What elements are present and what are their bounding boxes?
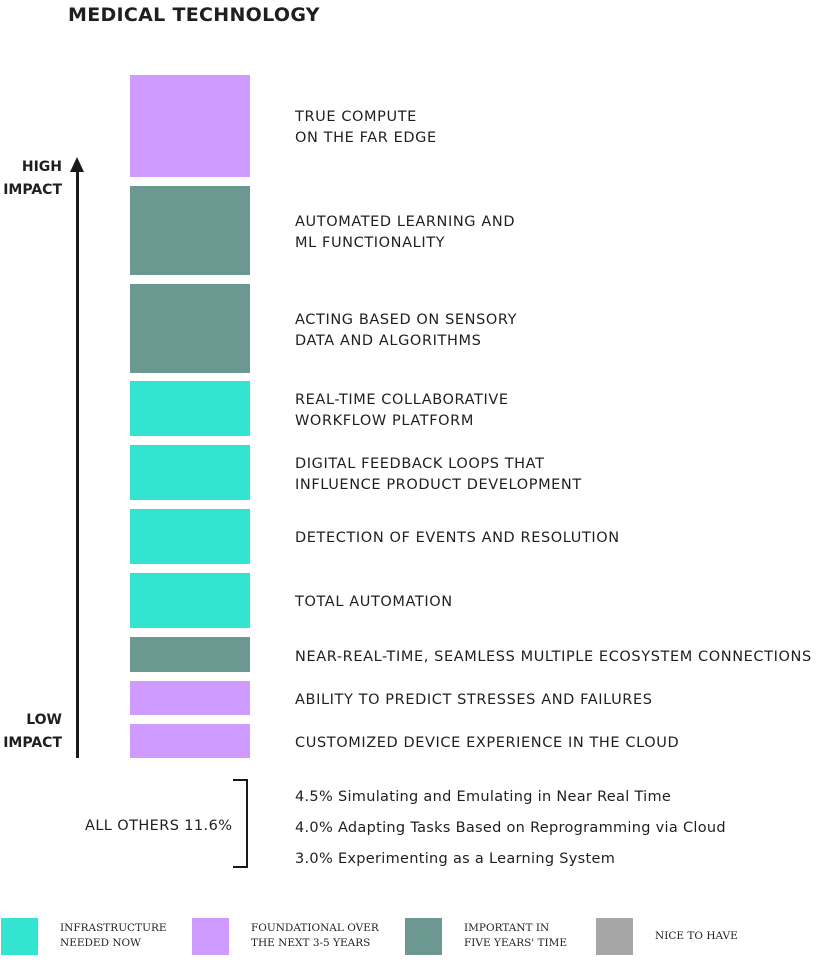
item-block — [130, 509, 250, 564]
item-block — [130, 637, 250, 672]
legend-swatch — [1, 918, 38, 955]
item-block — [130, 284, 250, 373]
bracket — [233, 779, 248, 868]
item-label: TOTAL AUTOMATION — [295, 594, 453, 610]
item-label: DIGITAL FEEDBACK LOOPS THAT INFLUENCE PR… — [295, 456, 582, 493]
item-block — [130, 445, 250, 500]
item-block — [130, 186, 250, 275]
legend-label: INFRASTRUCTURE NEEDED NOW — [60, 922, 167, 949]
legend-label: FOUNDATIONAL OVER THE NEXT 3-5 YEARS — [251, 922, 379, 949]
axis-high-label: HIGH IMPACT — [3, 159, 62, 198]
legend-label: IMPORTANT IN FIVE YEARS' TIME — [464, 922, 568, 949]
others-label: ALL OTHERS 11.6% — [85, 818, 233, 834]
other-item: 3.0% Experimenting as a Learning System — [295, 851, 616, 867]
item-block — [130, 381, 250, 436]
arrow-up-icon — [70, 157, 84, 172]
item-label: DETECTION OF EVENTS AND RESOLUTION — [295, 530, 620, 546]
legend-label: NICE TO HAVE — [655, 930, 738, 942]
legend-swatch — [596, 918, 633, 955]
axis-line — [76, 170, 79, 758]
item-block — [130, 75, 250, 177]
item-block — [130, 681, 250, 715]
other-item: 4.0% Adapting Tasks Based on Reprogrammi… — [295, 820, 726, 836]
item-label: ACTING BASED ON SENSORY DATA AND ALGORIT… — [295, 312, 518, 349]
page-title: MEDICAL TECHNOLOGY — [68, 4, 320, 26]
item-label: CUSTOMIZED DEVICE EXPERIENCE IN THE CLOU… — [295, 735, 680, 751]
item-label: TRUE COMPUTE ON THE FAR EDGE — [295, 109, 437, 146]
item-label: ABILITY TO PREDICT STRESSES AND FAILURES — [295, 692, 653, 708]
item-block — [130, 724, 250, 758]
item-label: AUTOMATED LEARNING AND ML FUNCTIONALITY — [295, 214, 516, 251]
legend-swatch — [405, 918, 442, 955]
item-label: NEAR-REAL-TIME, SEAMLESS MULTIPLE ECOSYS… — [295, 649, 812, 665]
item-block — [130, 573, 250, 628]
legend-swatch — [192, 918, 229, 955]
item-label: REAL-TIME COLLABORATIVE WORKFLOW PLATFOR… — [295, 392, 509, 429]
other-item: 4.5% Simulating and Emulating in Near Re… — [295, 789, 672, 805]
axis-low-label: LOW IMPACT — [3, 712, 62, 751]
